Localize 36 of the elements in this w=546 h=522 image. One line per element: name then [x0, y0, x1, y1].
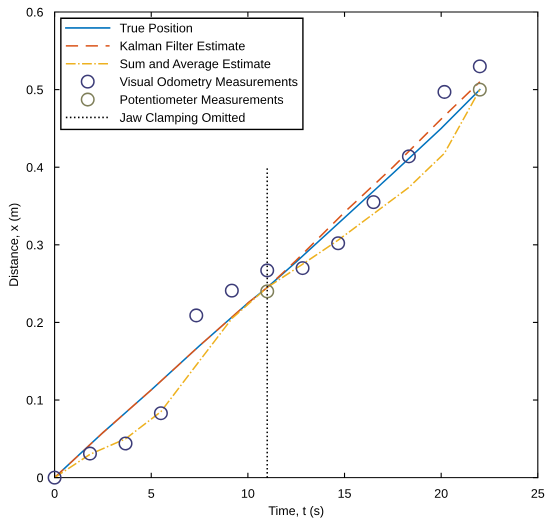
y-tick-label: 0.5: [26, 85, 43, 94]
x-tick-label: 10: [242, 489, 254, 498]
point: [224, 284, 239, 298]
legend-label: Kalman Filter Estimate: [120, 41, 245, 50]
point: [189, 308, 204, 322]
x-axis-title: Time, t (s): [268, 506, 324, 518]
y-tick-label: 0.3: [26, 240, 43, 250]
y-tick-label: 0: [37, 473, 43, 482]
x-tick-label: 20: [434, 489, 448, 498]
y-tick-label: 0.6: [26, 8, 43, 17]
point: [260, 284, 274, 298]
x-tick-label: 0: [52, 489, 58, 498]
y-tick-label: 0.4: [26, 163, 44, 172]
y-tick-label: 0.1: [26, 396, 43, 405]
point: [260, 263, 274, 278]
point: [472, 59, 487, 74]
y-axis-title: Distance, x (m): [8, 204, 21, 286]
legend-label: Potentiometer Measurements: [120, 94, 284, 104]
legend-label: Sum and Average Estimate: [120, 59, 270, 71]
point: [118, 436, 133, 450]
point: [82, 446, 97, 461]
point: [437, 84, 452, 99]
x-tick-label: 15: [338, 489, 351, 498]
point: [331, 236, 346, 250]
x-tick-label: 5: [148, 489, 154, 498]
legend-label: True Position: [120, 23, 192, 32]
point: [402, 149, 416, 164]
point: [154, 406, 168, 420]
y-tick-label: 0.2: [26, 318, 43, 328]
point: [296, 261, 310, 276]
point: [366, 195, 381, 210]
x-tick-label: 25: [531, 489, 544, 498]
legend-label: Jaw Clamping Omitted: [120, 112, 245, 124]
point: [472, 82, 487, 97]
legend-label: Visual Odometry Measurements: [120, 76, 298, 89]
point: [48, 470, 62, 485]
